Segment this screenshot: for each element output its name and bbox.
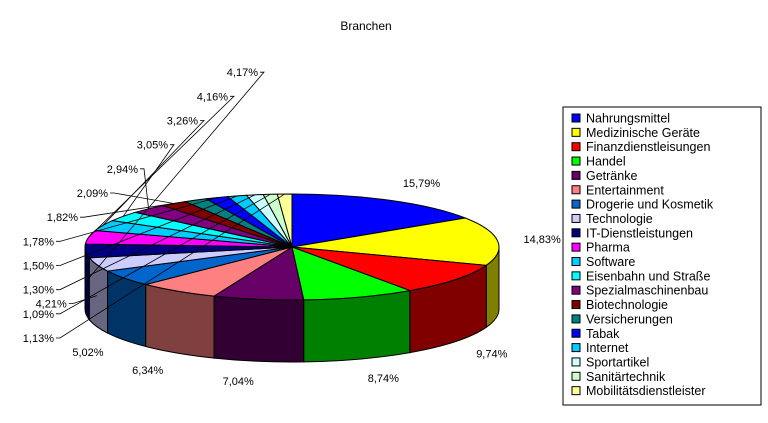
data-label-it-dienstleistungen: 4,17% bbox=[227, 67, 258, 79]
legend-box bbox=[562, 106, 762, 406]
pie-side-it-dienstleistungen bbox=[84, 246, 90, 322]
pie-leaders bbox=[56, 71, 285, 339]
data-label-eisenbahn-und-stra-e: 3,05% bbox=[137, 140, 168, 152]
leader-line-tabak bbox=[56, 197, 217, 242]
pie-slice-medizinische-ger-te bbox=[291, 217, 500, 266]
pie-slice-handel bbox=[291, 246, 412, 301]
data-label-drogerie-und-kosmetik: 5,02% bbox=[72, 347, 103, 359]
legend-swatch-tabak bbox=[571, 328, 581, 338]
data-label-getr-nke: 7,04% bbox=[223, 376, 254, 388]
pie-slice-nahrungsmittel bbox=[291, 193, 468, 248]
legend-label-medizinische-ger-te: Medizinische Geräte bbox=[586, 126, 700, 140]
data-label-versicherungen: 1,82% bbox=[47, 212, 78, 224]
legend-swatch-nahrungsmittel bbox=[571, 113, 581, 123]
legend-label-tabak: Tabak bbox=[586, 327, 620, 341]
leader-line-mobilit-tsdienstleister bbox=[56, 193, 285, 339]
legend-label-nahrungsmittel: Nahrungsmittel bbox=[586, 112, 670, 126]
legend-label-spezialmaschinenbau: Spezialmaschinenbau bbox=[586, 284, 708, 298]
pie-tops bbox=[84, 193, 500, 301]
legend-swatch-software bbox=[571, 257, 581, 266]
legend-swatch-sportartikel bbox=[571, 357, 581, 367]
legend-label-entertainment: Entertainment bbox=[586, 183, 664, 197]
legend-label-finanzdienstleisungen: Finanzdienstleisungen bbox=[586, 140, 710, 154]
legend-swatch-technologie bbox=[571, 213, 581, 223]
pie-slice-finanzdienstleisungen bbox=[291, 246, 488, 292]
data-label-mobilit-tsdienstleister: 1,13% bbox=[23, 333, 54, 345]
legend-swatch-eisenbahn-und-stra-e bbox=[571, 271, 581, 281]
leader-line-it-dienstleistungen bbox=[85, 71, 265, 283]
legend-label-eisenbahn-und-stra-e: Eisenbahn und Straße bbox=[586, 269, 710, 283]
legend-label-handel: Handel bbox=[586, 155, 626, 169]
legend-label-biotechnologie: Biotechnologie bbox=[586, 298, 668, 312]
data-label-sportartikel: 1,30% bbox=[23, 285, 54, 297]
data-label-medizinische-ger-te: 14,83% bbox=[524, 234, 562, 246]
data-label-internet: 1,50% bbox=[23, 261, 54, 273]
legend-swatch-spezialmaschinenbau bbox=[571, 285, 581, 295]
legend-swatch-medizinische-ger-te bbox=[571, 127, 581, 137]
data-label-software: 3,26% bbox=[167, 116, 198, 128]
legend-label-versicherungen: Versicherungen bbox=[586, 312, 673, 326]
legend-swatch-pharma bbox=[571, 242, 581, 252]
pie-side-getr-nke bbox=[213, 295, 305, 363]
leader-line-versicherungen bbox=[80, 199, 196, 218]
data-label-nahrungsmittel: 15,79% bbox=[403, 178, 441, 190]
data-label-entertainment: 6,34% bbox=[132, 365, 163, 377]
legend-label-getr-nke: Getränke bbox=[586, 169, 637, 183]
pie-labels: 15,79% 14,83% 9,74% 8,74% 7,04% 6,34% 5,02% 1,1… bbox=[23, 67, 561, 388]
data-label-technologie: 4,21% bbox=[36, 299, 67, 311]
data-label-sanit-rtechnik: 1,09% bbox=[23, 309, 54, 321]
legend-swatch-entertainment bbox=[571, 185, 581, 195]
leader-line-sanit-rtechnik bbox=[56, 193, 271, 315]
legend-label-sportartikel: Sportartikel bbox=[586, 355, 649, 369]
legend-swatch-versicherungen bbox=[571, 314, 581, 324]
legend-label-software: Software bbox=[586, 255, 635, 269]
leader-line-eisenbahn-und-stra-e bbox=[122, 144, 175, 217]
legend-label-it-dienstleistungen: IT-Dienstleistungen bbox=[586, 226, 693, 240]
data-label-tabak: 1,78% bbox=[23, 236, 54, 248]
leader-line-technologie bbox=[68, 295, 97, 305]
leader-line-internet bbox=[56, 195, 238, 266]
leader-line-spezialmaschinenbau bbox=[140, 168, 149, 209]
data-label-pharma: 4,16% bbox=[197, 91, 228, 103]
leader-line-pharma bbox=[88, 95, 235, 238]
leader-line-sportartikel bbox=[56, 194, 256, 291]
data-label-finanzdienstleisungen: 9,74% bbox=[476, 349, 507, 361]
legend-label-internet: Internet bbox=[586, 341, 629, 355]
data-label-handel: 8,74% bbox=[368, 373, 399, 385]
legend-swatch-drogerie-und-kosmetik bbox=[571, 199, 581, 209]
data-label-spezialmaschinenbau: 2,94% bbox=[107, 164, 138, 176]
legend-label-drogerie-und-kosmetik: Drogerie und Kosmetik bbox=[586, 198, 714, 212]
legend-label-technologie: Technologie bbox=[586, 212, 653, 226]
legend-label-pharma: Pharma bbox=[586, 241, 630, 255]
legend-swatch-handel bbox=[571, 156, 581, 166]
legend-label-sanit-rtechnik: Sanitärtechnik bbox=[586, 370, 666, 384]
legend-swatch-getr-nke bbox=[571, 170, 581, 180]
legend-swatch-it-dienstleistungen bbox=[571, 228, 581, 238]
legend-swatch-mobilit-tsdienstleister bbox=[571, 386, 581, 396]
legend-swatch-sanit-rtechnik bbox=[571, 371, 581, 381]
legend-swatch-internet bbox=[571, 343, 581, 353]
pie-side-entertainment bbox=[145, 283, 215, 359]
legend-label-mobilit-tsdienstleister: Mobilitätsdienstleister bbox=[586, 384, 706, 398]
leader-line-biotechnologie bbox=[110, 192, 174, 204]
pie-side-handel bbox=[303, 289, 411, 363]
legend-swatch-biotechnologie bbox=[571, 300, 581, 310]
chart-title: Branchen bbox=[340, 19, 391, 33]
legend-swatch-finanzdienstleisungen bbox=[571, 142, 581, 152]
data-label-biotechnologie: 2,09% bbox=[77, 188, 108, 200]
